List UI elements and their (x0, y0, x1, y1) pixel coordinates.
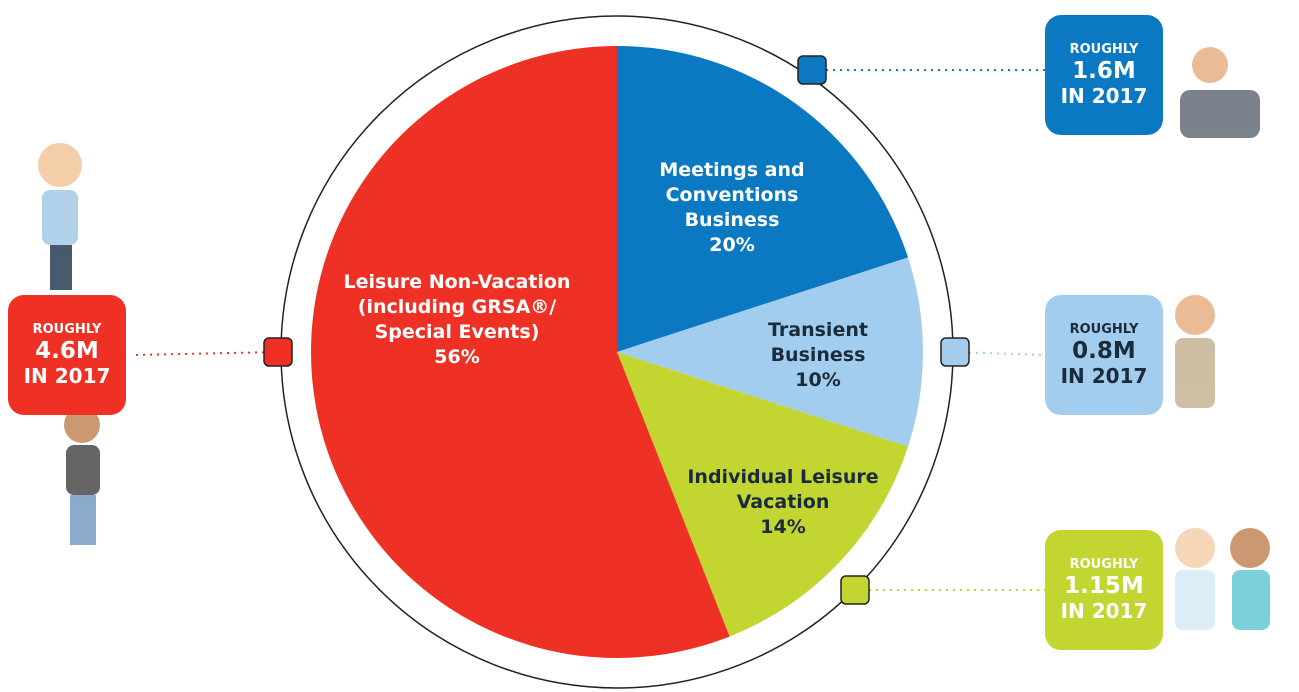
person-head (38, 143, 82, 187)
callout-amount: 1.15M (1064, 573, 1144, 599)
person-head (1230, 528, 1270, 568)
category-label: Leisure Non-Vacation (including GRSA®/ S… (337, 270, 577, 345)
connector-square (798, 56, 826, 84)
connector-square (941, 338, 969, 366)
person-body (1180, 90, 1260, 138)
person-body (1175, 338, 1215, 408)
value-label: 56% (337, 345, 577, 370)
slice-label: Leisure Non-Vacation (including GRSA®/ S… (337, 270, 577, 370)
person-legs (70, 495, 96, 545)
callout-suffix: IN 2017 (1061, 599, 1148, 623)
category-label: Individual Leisure Vacation (668, 465, 898, 515)
callout-amount: 4.6M (35, 338, 99, 364)
category-label: Meetings and Conventions Business (632, 158, 832, 233)
callout-suffix: IN 2017 (1061, 364, 1148, 388)
person-head (1192, 47, 1228, 83)
connector (133, 352, 278, 355)
connector-square (264, 338, 292, 366)
callout-suffix: IN 2017 (24, 364, 111, 388)
callout-amount: 1.6M (1072, 58, 1136, 84)
value-label: 14% (668, 515, 898, 540)
person-head (1175, 295, 1215, 335)
callout-prefix: ROUGHLY (1070, 557, 1139, 573)
person-body (42, 190, 78, 245)
callout-prefix: ROUGHLY (33, 322, 102, 338)
callout-prefix: ROUGHLY (1070, 42, 1139, 58)
person-body (1175, 570, 1215, 630)
callout-amount: 0.8M (1072, 338, 1136, 364)
person-body (1232, 570, 1270, 630)
value-label: 20% (632, 233, 832, 258)
person-body (66, 445, 100, 495)
callout-suffix: IN 2017 (1061, 84, 1148, 108)
page: (() => { const data = JSON.parse(documen… (0, 0, 1299, 692)
category-label: Transient Business (748, 318, 888, 368)
connector-square (841, 576, 869, 604)
value-label: 10% (748, 368, 888, 393)
person-head (1175, 528, 1215, 568)
person-legs (50, 245, 72, 290)
callout-prefix: ROUGHLY (1070, 322, 1139, 338)
